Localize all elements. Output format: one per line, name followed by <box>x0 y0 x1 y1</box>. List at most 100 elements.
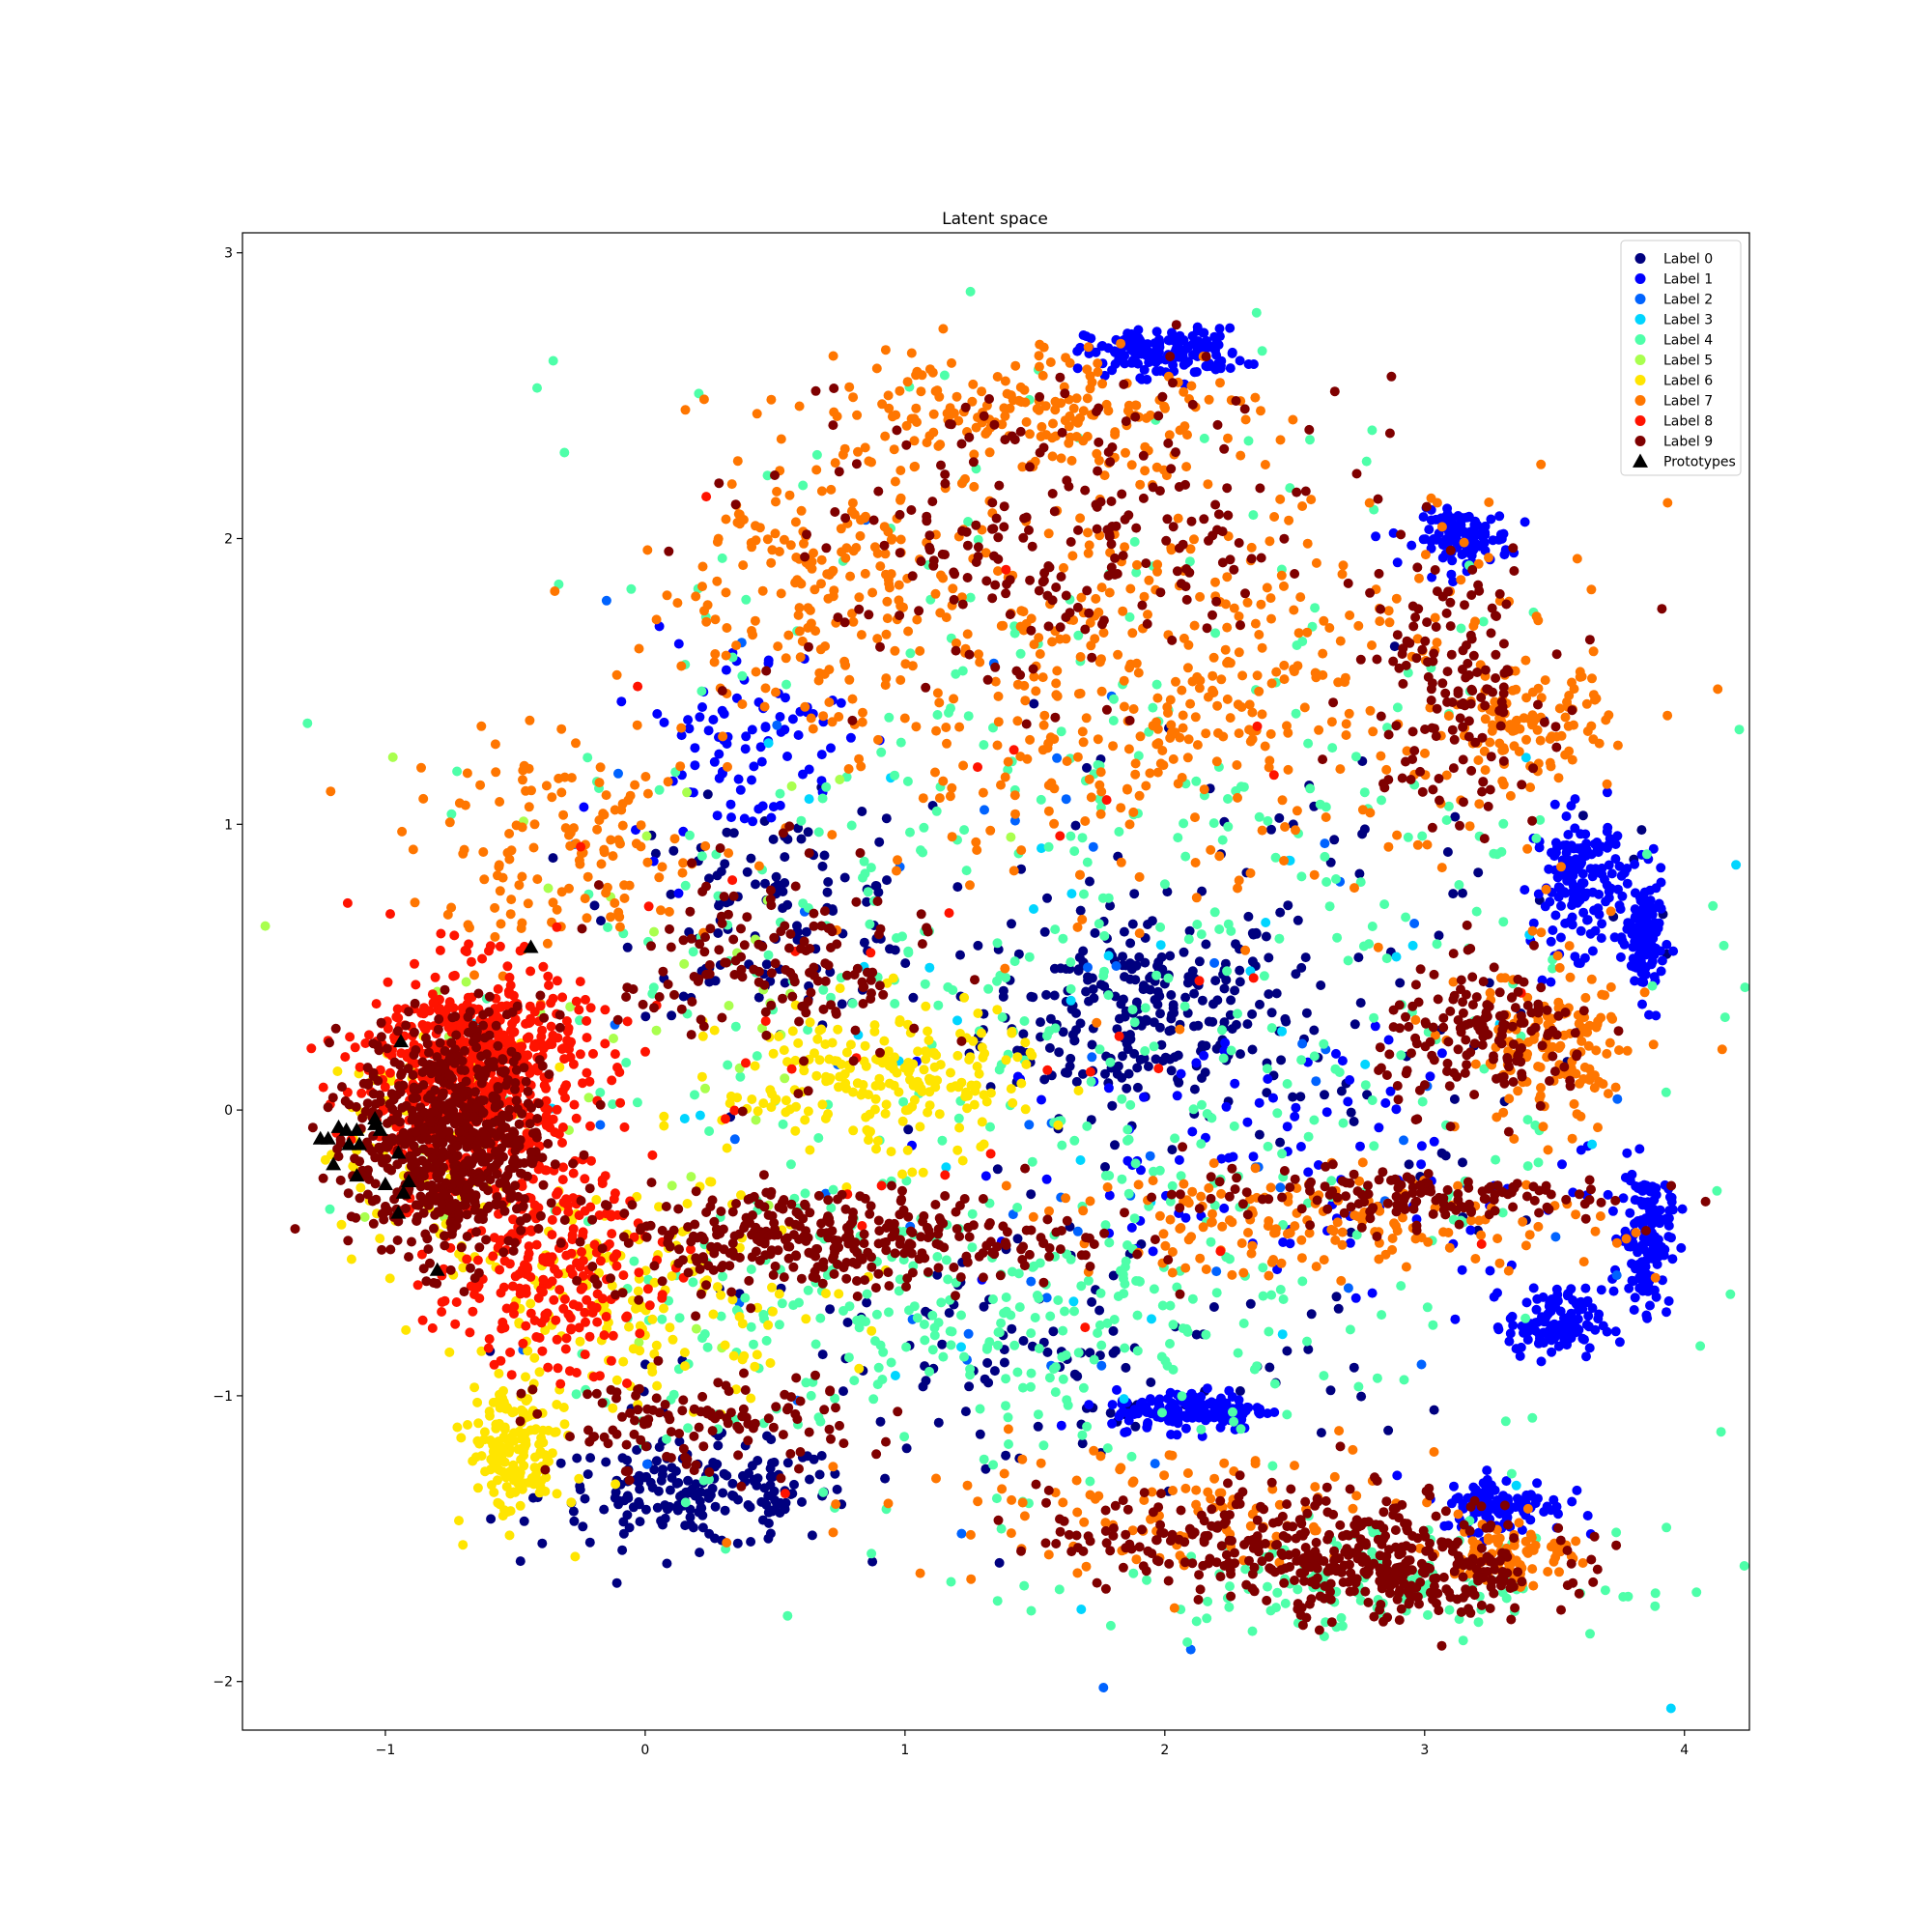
scatter-point <box>957 1155 968 1166</box>
scatter-point <box>1094 1305 1105 1316</box>
scatter-point <box>774 1032 784 1041</box>
scatter-point <box>651 614 662 625</box>
scatter-point <box>1616 870 1627 881</box>
scatter-point <box>1536 927 1547 938</box>
scatter-point <box>1177 1391 1187 1402</box>
scatter-point <box>1661 1213 1671 1224</box>
scatter-point <box>1442 847 1453 857</box>
scatter-point <box>1350 752 1361 762</box>
scatter-point <box>805 1145 815 1155</box>
scatter-point <box>1107 1100 1118 1111</box>
scatter-point <box>1628 942 1638 952</box>
scatter-point <box>853 446 863 457</box>
scatter-point <box>1166 1430 1177 1439</box>
scatter-point <box>1554 883 1565 894</box>
scatter-point <box>720 1505 730 1516</box>
scatter-point <box>777 1298 787 1309</box>
scatter-point <box>1422 839 1433 850</box>
scatter-point <box>847 694 858 704</box>
scatter-point <box>520 1478 529 1489</box>
scatter-point <box>1306 495 1317 505</box>
scatter-point <box>1105 1057 1116 1067</box>
scatter-point <box>1302 627 1313 638</box>
scatter-point <box>1140 1046 1151 1056</box>
scatter-point <box>332 1066 343 1076</box>
scatter-point <box>1002 388 1012 399</box>
scatter-point <box>1073 965 1084 976</box>
scatter-point <box>827 567 838 578</box>
scatter-point <box>1111 961 1122 971</box>
scatter-point <box>1357 1157 1368 1168</box>
scatter-point <box>1132 1082 1143 1093</box>
scatter-point <box>1740 982 1749 993</box>
scatter-point <box>1096 686 1107 696</box>
scatter-point <box>1053 1295 1064 1305</box>
scatter-point <box>881 629 892 639</box>
scatter-point <box>1567 1133 1577 1144</box>
scatter-point <box>552 1489 562 1499</box>
scatter-point <box>1204 394 1214 405</box>
scatter-point <box>789 1479 799 1490</box>
scatter-point <box>1182 1637 1193 1647</box>
scatter-point <box>1194 683 1205 694</box>
scatter-point <box>787 1026 798 1037</box>
scatter-point <box>680 1361 691 1372</box>
scatter-point <box>907 1167 918 1178</box>
scatter-point <box>1264 1270 1274 1281</box>
scatter-point <box>1504 1094 1515 1104</box>
scatter-point <box>965 1370 976 1380</box>
scatter-point <box>1095 767 1106 778</box>
scatter-point <box>1072 752 1083 762</box>
scatter-point <box>1001 1401 1010 1411</box>
scatter-point <box>924 1075 935 1086</box>
scatter-point <box>1383 841 1394 852</box>
scatter-point <box>1211 1043 1222 1054</box>
scatter-point <box>1284 515 1294 526</box>
scatter-point <box>723 761 732 772</box>
scatter-point <box>1066 1004 1077 1014</box>
scatter-point <box>1564 941 1575 952</box>
scatter-point <box>1242 1402 1253 1412</box>
scatter-point <box>632 1097 642 1108</box>
scatter-point <box>930 588 941 599</box>
scatter-point <box>922 438 932 448</box>
scatter-point <box>811 449 822 460</box>
scatter-point <box>1199 433 1209 443</box>
scatter-point <box>1580 1283 1591 1293</box>
scatter-point <box>751 1115 761 1125</box>
scatter-point <box>690 760 700 771</box>
scatter-point <box>1154 1394 1165 1405</box>
scatter-point <box>1151 679 1162 690</box>
scatter-point <box>1129 889 1140 899</box>
scatter-point <box>1233 792 1242 803</box>
scatter-point <box>1551 1284 1562 1294</box>
scatter-point <box>1103 343 1114 354</box>
scatter-point <box>1107 1418 1118 1429</box>
scatter-point <box>1049 990 1060 1001</box>
scatter-point <box>1612 831 1623 841</box>
scatter-point <box>1060 1306 1069 1317</box>
scatter-point <box>673 1478 684 1488</box>
scatter-point <box>799 538 809 549</box>
scatter-point <box>806 1390 816 1401</box>
scatter-point <box>894 595 904 606</box>
scatter-point <box>679 1114 690 1123</box>
scatter-point <box>1620 1173 1631 1182</box>
scatter-point <box>1252 1361 1262 1372</box>
scatter-point <box>485 1410 495 1421</box>
scatter-point <box>1034 1293 1044 1304</box>
scatter-point <box>1080 816 1091 826</box>
scatter-point <box>1416 1359 1427 1370</box>
scatter-point <box>1254 1097 1264 1108</box>
scatter-point <box>1122 1083 1132 1094</box>
scatter-point <box>1041 1031 1052 1041</box>
scatter-point <box>870 1094 881 1104</box>
scatter-point <box>1254 811 1264 822</box>
scatter-point <box>805 1017 815 1028</box>
scatter-point <box>1056 963 1065 974</box>
scatter-point <box>1486 1480 1496 1491</box>
scatter-point <box>713 533 724 544</box>
scatter-point <box>1650 1601 1661 1611</box>
scatter-point <box>1293 661 1303 671</box>
